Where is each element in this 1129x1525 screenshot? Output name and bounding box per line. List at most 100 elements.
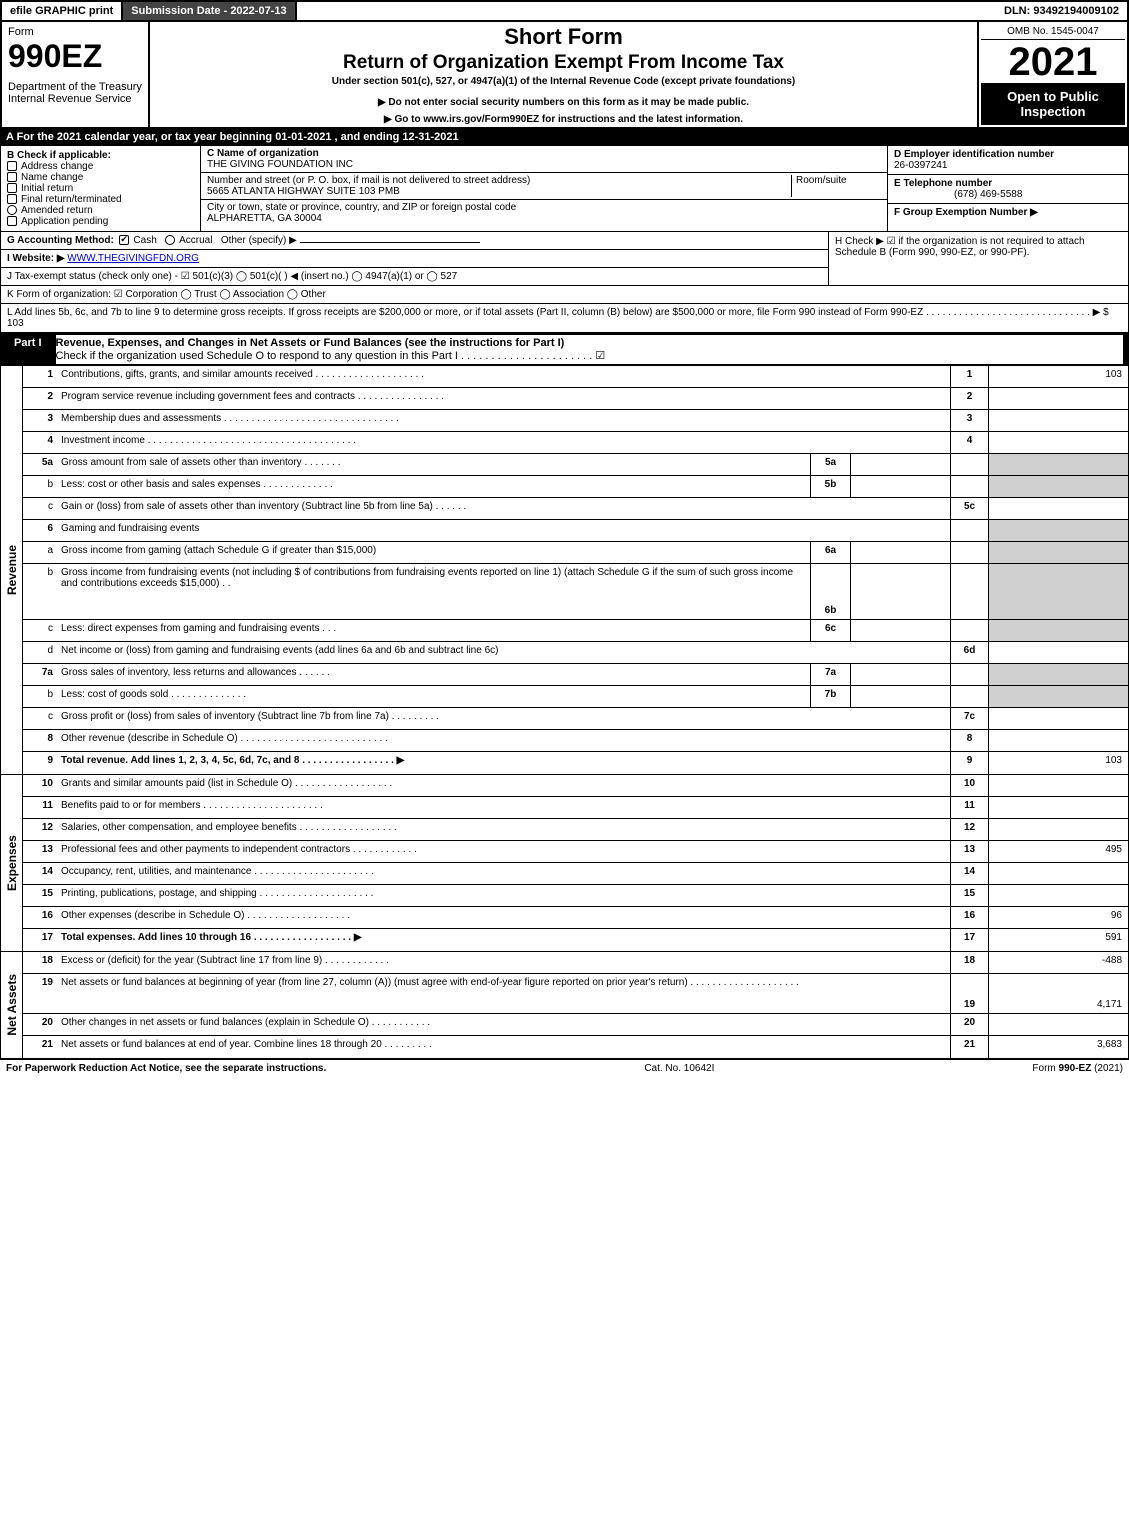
city-value: ALPHARETTA, GA 30004 bbox=[207, 213, 322, 224]
header-center: Short Form Return of Organization Exempt… bbox=[150, 22, 977, 127]
phone-value: (678) 469-5588 bbox=[894, 189, 1022, 200]
form-number: 990EZ bbox=[8, 38, 142, 75]
line-18: 18Excess or (deficit) for the year (Subt… bbox=[23, 952, 1128, 974]
section-k: K Form of organization: ☑ Corporation ◯ … bbox=[0, 286, 1129, 304]
part-1-label: Part I bbox=[6, 335, 50, 364]
line-5c: cGain or (loss) from sale of assets othe… bbox=[23, 498, 1128, 520]
line-1: 1Contributions, gifts, grants, and simil… bbox=[23, 366, 1128, 388]
ein-label: D Employer identification number bbox=[894, 149, 1054, 160]
group-exemption-label: F Group Exemption Number ▶ bbox=[894, 207, 1038, 218]
line-7a: 7aGross sales of inventory, less returns… bbox=[23, 664, 1128, 686]
net-assets-block: Net Assets 18Excess or (deficit) for the… bbox=[0, 952, 1129, 1059]
phone-label: E Telephone number bbox=[894, 178, 992, 189]
revenue-block: Revenue 1Contributions, gifts, grants, a… bbox=[0, 366, 1129, 775]
tax-year: 2021 bbox=[981, 42, 1125, 82]
page-footer: For Paperwork Reduction Act Notice, see … bbox=[0, 1059, 1129, 1077]
line-12: 12Salaries, other compensation, and empl… bbox=[23, 819, 1128, 841]
chk-application-pending[interactable]: Application pending bbox=[7, 216, 194, 227]
header-right: OMB No. 1545-0047 2021 Open to Public In… bbox=[977, 22, 1127, 127]
line-5a: 5aGross amount from sale of assets other… bbox=[23, 454, 1128, 476]
chk-cash[interactable] bbox=[119, 235, 129, 245]
expenses-vertical-label: Expenses bbox=[1, 775, 23, 951]
line-2: 2Program service revenue including gover… bbox=[23, 388, 1128, 410]
section-b-label: B Check if applicable: bbox=[7, 150, 194, 161]
section-e: E Telephone number (678) 469-5588 bbox=[888, 175, 1128, 204]
street-label: Number and street (or P. O. box, if mail… bbox=[207, 175, 530, 186]
revenue-vertical-label: Revenue bbox=[1, 366, 23, 774]
submission-date: Submission Date - 2022-07-13 bbox=[123, 2, 296, 20]
sections-g-through-j: G Accounting Method: Cash Accrual Other … bbox=[0, 232, 1129, 286]
line-21: 21Net assets or fund balances at end of … bbox=[23, 1036, 1128, 1058]
line-9: 9Total revenue. Add lines 1, 2, 3, 4, 5c… bbox=[23, 752, 1128, 774]
warn-ssn: ▶ Do not enter social security numbers o… bbox=[156, 97, 971, 108]
section-d: D Employer identification number 26-0397… bbox=[888, 146, 1128, 175]
line-6a: aGross income from gaming (attach Schedu… bbox=[23, 542, 1128, 564]
line-8: 8Other revenue (describe in Schedule O) … bbox=[23, 730, 1128, 752]
street-value: 5665 ATLANTA HIGHWAY SUITE 103 PMB bbox=[207, 186, 400, 197]
line-11: 11Benefits paid to or for members . . . … bbox=[23, 797, 1128, 819]
open-to-public: Open to Public Inspection bbox=[981, 83, 1125, 125]
line-17: 17Total expenses. Add lines 10 through 1… bbox=[23, 929, 1128, 951]
section-c-label: C Name of organization bbox=[207, 148, 319, 159]
street-block: Number and street (or P. O. box, if mail… bbox=[201, 173, 887, 200]
org-name: THE GIVING FOUNDATION INC bbox=[207, 159, 353, 170]
line-5b: bLess: cost or other basis and sales exp… bbox=[23, 476, 1128, 498]
line-6d: dNet income or (loss) from gaming and fu… bbox=[23, 642, 1128, 664]
short-form-title: Short Form bbox=[156, 24, 971, 50]
city-block: City or town, state or province, country… bbox=[201, 200, 887, 226]
line-4: 4Investment income . . . . . . . . . . .… bbox=[23, 432, 1128, 454]
section-f: F Group Exemption Number ▶ bbox=[888, 204, 1128, 221]
expenses-lines: 10Grants and similar amounts paid (list … bbox=[23, 775, 1128, 951]
net-assets-vertical-label: Net Assets bbox=[1, 952, 23, 1058]
line-6: 6Gaming and fundraising events bbox=[23, 520, 1128, 542]
chk-amended-return[interactable]: Amended return bbox=[7, 205, 194, 216]
line-19: 19Net assets or fund balances at beginni… bbox=[23, 974, 1128, 1014]
line-20: 20Other changes in net assets or fund ba… bbox=[23, 1014, 1128, 1036]
line-16: 16Other expenses (describe in Schedule O… bbox=[23, 907, 1128, 929]
city-label: City or town, state or province, country… bbox=[207, 202, 516, 213]
col-g-i-j: G Accounting Method: Cash Accrual Other … bbox=[1, 232, 828, 285]
line-7b: bLess: cost of goods sold . . . . . . . … bbox=[23, 686, 1128, 708]
chk-address-change[interactable]: Address change bbox=[7, 161, 194, 172]
section-b: B Check if applicable: Address change Na… bbox=[1, 146, 201, 231]
org-name-block: C Name of organization THE GIVING FOUNDA… bbox=[201, 146, 887, 173]
part-1-header: Part I Revenue, Expenses, and Changes in… bbox=[0, 333, 1129, 366]
line-6b: bGross income from fundraising events (n… bbox=[23, 564, 1128, 620]
ein-value: 26-0397241 bbox=[894, 160, 947, 171]
section-g: G Accounting Method: Cash Accrual Other … bbox=[1, 232, 828, 250]
top-bar: efile GRAPHIC print Submission Date - 20… bbox=[0, 0, 1129, 22]
row-a-tax-year: A For the 2021 calendar year, or tax yea… bbox=[0, 129, 1129, 145]
main-title: Return of Organization Exempt From Incom… bbox=[156, 52, 971, 74]
section-i: I Website: ▶ WWW.THEGIVINGFDN.ORG bbox=[1, 250, 828, 268]
form-word: Form bbox=[8, 26, 142, 38]
section-l: L Add lines 5b, 6c, and 7b to line 9 to … bbox=[0, 304, 1129, 333]
website-link[interactable]: WWW.THEGIVINGFDN.ORG bbox=[67, 253, 199, 264]
footer-right: Form 990-EZ (2021) bbox=[1032, 1063, 1123, 1074]
section-c: C Name of organization THE GIVING FOUNDA… bbox=[201, 146, 888, 231]
warn-goto: ▶ Go to www.irs.gov/Form990EZ for instru… bbox=[156, 114, 971, 125]
sections-d-e-f: D Employer identification number 26-0397… bbox=[888, 146, 1128, 231]
chk-accrual[interactable] bbox=[165, 235, 175, 245]
footer-left: For Paperwork Reduction Act Notice, see … bbox=[6, 1063, 326, 1074]
chk-initial-return[interactable]: Initial return bbox=[7, 183, 194, 194]
chk-name-change[interactable]: Name change bbox=[7, 172, 194, 183]
line-6c: cLess: direct expenses from gaming and f… bbox=[23, 620, 1128, 642]
line-7c: cGross profit or (loss) from sales of in… bbox=[23, 708, 1128, 730]
subtitle: Under section 501(c), 527, or 4947(a)(1)… bbox=[156, 76, 971, 87]
expenses-block: Expenses 10Grants and similar amounts pa… bbox=[0, 775, 1129, 952]
line-15: 15Printing, publications, postage, and s… bbox=[23, 885, 1128, 907]
omb-number: OMB No. 1545-0047 bbox=[981, 24, 1125, 40]
header-left: Form 990EZ Department of the Treasury In… bbox=[2, 22, 150, 127]
section-j: J Tax-exempt status (check only one) - ☑… bbox=[1, 268, 828, 285]
footer-center: Cat. No. 10642I bbox=[644, 1063, 714, 1074]
efile-print[interactable]: efile GRAPHIC print bbox=[2, 2, 123, 20]
chk-final-return[interactable]: Final return/terminated bbox=[7, 194, 194, 205]
part-1-title: Revenue, Expenses, and Changes in Net As… bbox=[56, 335, 1123, 364]
section-h: H Check ▶ ☑ if the organization is not r… bbox=[828, 232, 1128, 285]
line-14: 14Occupancy, rent, utilities, and mainte… bbox=[23, 863, 1128, 885]
line-10: 10Grants and similar amounts paid (list … bbox=[23, 775, 1128, 797]
revenue-lines: 1Contributions, gifts, grants, and simil… bbox=[23, 366, 1128, 774]
dln: DLN: 93492194009102 bbox=[996, 2, 1127, 20]
net-assets-lines: 18Excess or (deficit) for the year (Subt… bbox=[23, 952, 1128, 1058]
dept-treasury: Department of the Treasury Internal Reve… bbox=[8, 81, 142, 105]
